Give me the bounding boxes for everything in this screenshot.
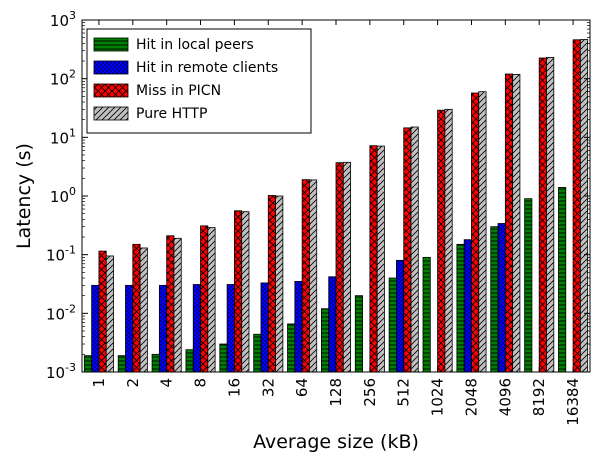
bar-3-2048 [471, 92, 480, 373]
bar-4-1 [105, 255, 114, 373]
bar-3-4096 [504, 73, 514, 373]
bar-2-8 [192, 284, 201, 373]
y-tick-label: 102 [50, 68, 76, 89]
bar-4-16 [241, 211, 250, 373]
bar-1-16384 [558, 187, 567, 373]
bar-4-2048 [478, 91, 487, 373]
bar-1-2048 [456, 243, 465, 373]
bar-3-4 [166, 235, 175, 373]
bar-4-64 [309, 179, 318, 373]
legend-swatch [93, 83, 129, 98]
bar-2-2048 [463, 239, 472, 373]
bar-2-2 [125, 284, 134, 373]
bar-1-128 [320, 308, 330, 373]
legend-swatch [93, 106, 129, 121]
bar-4-32 [275, 195, 284, 373]
bar-3-512 [403, 127, 412, 373]
x-tick-label: 1024 [429, 378, 447, 416]
x-tick-label: 512 [395, 378, 413, 407]
bar-1-16 [219, 343, 228, 373]
legend-label: Hit in remote clients [136, 60, 278, 76]
bar-4-512 [410, 126, 419, 373]
bar-4-4 [173, 237, 182, 373]
bar-1-256 [354, 295, 363, 373]
bar-2-16 [226, 284, 235, 373]
bar-4-16384 [579, 39, 589, 373]
plot-frame [81, 19, 591, 373]
legend-label: Miss in PICN [136, 83, 221, 99]
bar-4-8192 [546, 57, 555, 373]
bar-4-256 [376, 145, 385, 373]
bar-3-64 [301, 179, 310, 373]
bar-1-64 [287, 323, 296, 373]
y-axis-title: Latency (s) [13, 143, 35, 249]
bar-2-128 [328, 276, 337, 373]
bar-3-16384 [572, 39, 581, 373]
bar-3-1 [98, 250, 107, 373]
x-tick-label: 16 [225, 378, 243, 397]
x-tick-label: 8 [192, 378, 210, 388]
x-tick-label: 256 [361, 378, 379, 407]
bar-4-128 [342, 161, 351, 373]
bar-1-4096 [490, 226, 499, 373]
bar-3-2 [132, 243, 141, 373]
legend: Hit in local peers Hit in remote clients M… [86, 28, 312, 134]
bar-4-2 [139, 247, 148, 373]
y-tick-label: 10-3 [46, 361, 76, 382]
x-axis-title: Average size (kB) [253, 431, 419, 453]
bar-1-512 [388, 277, 397, 373]
x-tick-label: 128 [327, 378, 345, 407]
bar-1-2 [117, 355, 126, 373]
x-axis: 1 2 4 8 16 32 64 128 256 512 1024 2048 4096 8192 16384 [90, 20, 582, 426]
bar-1-1 [83, 355, 93, 373]
bar-4-8 [207, 227, 216, 373]
bar-3-1024 [437, 109, 446, 373]
bar-4-1024 [444, 108, 453, 373]
bar-2-1 [91, 284, 100, 373]
bar-3-16 [233, 210, 243, 373]
x-tick-label: 2 [124, 378, 142, 388]
bar-2-4096 [497, 223, 506, 373]
bar-1-8192 [524, 198, 533, 373]
bar-2-4 [158, 284, 168, 373]
y-tick-label: 100 [50, 185, 76, 206]
y-tick-label: 10-1 [46, 244, 76, 265]
x-tick-label: 4 [158, 378, 176, 388]
bar-4-4096 [512, 74, 521, 373]
legend-swatch [93, 37, 129, 52]
bar-1-4 [151, 353, 160, 373]
bar-1-8 [185, 349, 194, 373]
legend-swatch [93, 60, 129, 75]
bar-3-256 [369, 145, 378, 373]
bars-layer [83, 39, 589, 373]
bar-1-1024 [422, 256, 431, 373]
bar-3-8192 [538, 57, 547, 373]
bar-2-512 [396, 259, 405, 373]
bar-1-32 [253, 333, 262, 373]
legend-label: Hit in local peers [136, 37, 254, 53]
y-axis: 10-3 10-2 10-1 100 101 102 103 [46, 9, 590, 382]
y-tick-label: 10-2 [46, 302, 76, 323]
x-tick-label: 1 [90, 378, 108, 388]
bar-3-32 [267, 195, 276, 373]
x-tick-label: 2048 [462, 378, 480, 416]
legend-label: Pure HTTP [136, 106, 207, 122]
y-tick-label: 103 [50, 9, 76, 30]
x-tick-label: 16384 [564, 378, 582, 426]
bar-2-64 [294, 281, 303, 373]
x-tick-label: 4096 [496, 378, 514, 416]
x-tick-label: 64 [293, 378, 311, 397]
bar-2-32 [260, 282, 269, 373]
bar-3-8 [200, 225, 209, 373]
bar-3-128 [335, 162, 344, 373]
x-tick-label: 32 [259, 378, 277, 397]
x-tick-label: 8192 [530, 378, 548, 416]
y-tick-label: 101 [50, 126, 76, 147]
